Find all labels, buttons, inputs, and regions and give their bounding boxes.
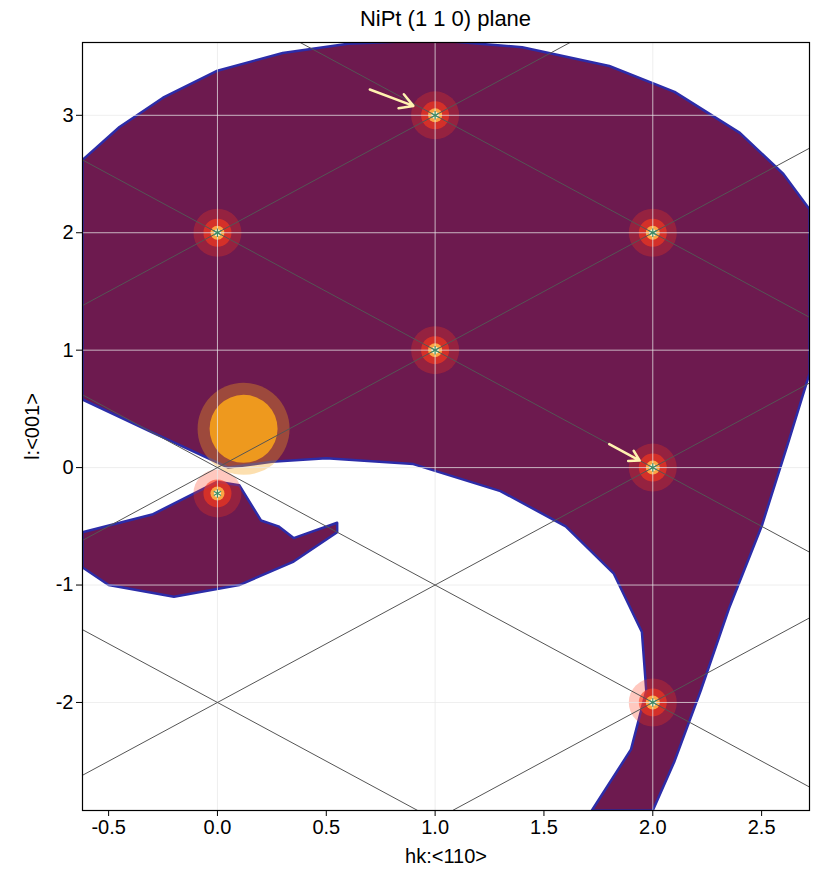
html-text:NiPt (1 1 0) plane: NiPt (1 1 0) plane [359, 6, 532, 31]
svg-text:0.0: 0.0 [204, 816, 232, 838]
svg-text:2: 2 [62, 221, 73, 243]
svg-text:2.0: 2.0 [639, 816, 667, 838]
svg-text:-0.5: -0.5 [91, 816, 125, 838]
svg-text:-1: -1 [56, 573, 74, 595]
svg-text:2.5: 2.5 [748, 816, 776, 838]
svg-text:3: 3 [62, 104, 73, 126]
svg-text:1.5: 1.5 [530, 816, 558, 838]
svg-text:1.0: 1.0 [421, 816, 449, 838]
svg-text:l:<001>: l:<001> [21, 393, 43, 460]
svg-text:-2: -2 [56, 691, 74, 713]
svg-text:1: 1 [62, 339, 73, 361]
svg-text:0: 0 [62, 456, 73, 478]
svg-text:0.5: 0.5 [312, 816, 340, 838]
svg-text:hk:<110>: hk:<110> [405, 845, 487, 867]
